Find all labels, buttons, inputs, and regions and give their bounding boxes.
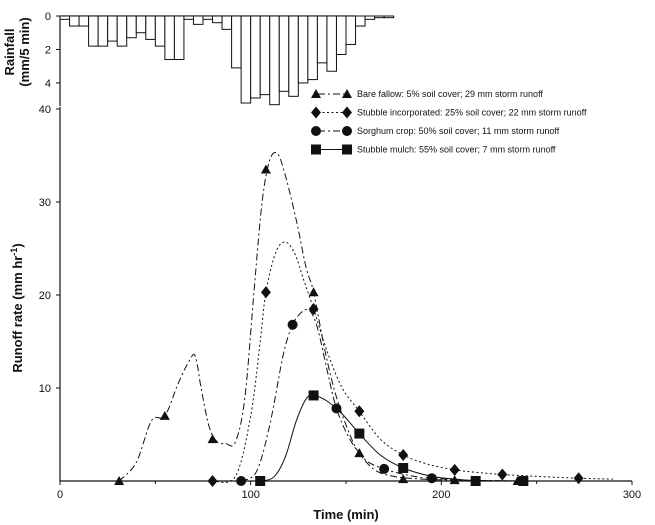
rainfall-bar <box>288 15 299 97</box>
data-point <box>398 448 409 461</box>
data-point <box>518 476 529 486</box>
data-point <box>354 428 365 439</box>
data-point <box>449 463 460 476</box>
rainfall-bar <box>307 15 318 81</box>
rainfall-bar <box>355 15 366 27</box>
rainfall-bar <box>364 15 376 20</box>
rainfall-bar <box>154 15 166 47</box>
series-line <box>118 152 518 482</box>
data-point <box>308 287 319 297</box>
data-point <box>398 474 409 484</box>
rainfall-bar <box>259 15 271 96</box>
rainfall-bar <box>88 15 99 47</box>
legend-marker <box>311 106 321 119</box>
rainfall-bar <box>316 15 328 64</box>
rainfall-bar <box>383 15 395 19</box>
legend-label: Bare fallow: 5% soil cover; 29 mm storm … <box>357 89 543 99</box>
y-tick-label: 10 <box>39 383 51 395</box>
rainfall-tick-label: 0 <box>45 11 51 23</box>
rainfall-bar <box>278 15 290 92</box>
series-line <box>212 241 613 483</box>
data-point <box>308 390 319 401</box>
x-tick-label: 200 <box>432 489 450 501</box>
legend-marker <box>311 144 321 155</box>
data-point <box>573 472 584 485</box>
rainfall-bar <box>145 15 156 40</box>
data-point <box>398 462 409 473</box>
y-axis-title: Runoff rate (mm hr-1) <box>9 243 25 372</box>
legend-marker <box>311 126 321 136</box>
legend-label: Stubble incorporated: 25% soil cover; 22… <box>357 108 587 118</box>
data-point <box>354 448 365 458</box>
rainfall-bar <box>135 15 147 34</box>
legend-marker <box>342 144 352 155</box>
series-line <box>240 308 524 482</box>
data-point <box>260 164 271 174</box>
runoff-panel: 10 20 30 40 0 100 200 300 Time (min) Runoff rate … <box>9 104 641 522</box>
rainfall-bar <box>202 15 214 20</box>
series-circle <box>236 308 529 486</box>
rainfall-tick-label: 2 <box>45 44 51 56</box>
data-point <box>114 476 125 485</box>
y-tick-label: 40 <box>39 104 51 116</box>
rainfall-bar <box>269 15 280 106</box>
legend: Bare fallow: 5% soil cover; 29 mm storm … <box>311 89 587 155</box>
data-point <box>207 475 218 487</box>
legend-marker <box>342 89 352 98</box>
series-diamond <box>207 241 613 487</box>
rainfall-bar <box>335 15 347 55</box>
rainfall-panel: 0 2 4 Rainfall(mm/5 min) <box>2 11 395 106</box>
rainfall-bar <box>183 15 194 20</box>
legend-marker <box>342 106 352 119</box>
x-tick-label: 100 <box>241 489 259 501</box>
rainfall-bar <box>297 15 309 84</box>
series-triangle <box>114 152 523 485</box>
rainfall-bar <box>69 15 80 27</box>
x-tick-label: 0 <box>57 489 63 501</box>
rainfall-bar <box>221 15 233 30</box>
legend-label: Stubble mulch: 55% soil cover; 7 mm stor… <box>357 145 556 155</box>
rainfall-bar <box>345 15 357 45</box>
data-point <box>255 476 266 486</box>
y-tick-label: 20 <box>39 290 51 302</box>
x-axis-title: Time (min) <box>313 507 379 522</box>
rainfall-axis-title: Rainfall(mm/5 min) <box>2 17 32 86</box>
rainfall-bar <box>212 15 223 24</box>
series-square <box>255 390 575 486</box>
rainfall-bar <box>97 15 109 47</box>
data-point <box>354 405 365 418</box>
rainfall-bar <box>78 15 90 27</box>
data-point <box>260 286 271 299</box>
legend-marker <box>342 126 352 136</box>
data-point <box>159 410 170 420</box>
series-line <box>260 394 575 482</box>
rainfall-bar <box>173 15 185 61</box>
rainfall-tick-label: 4 <box>45 78 51 90</box>
rainfall-bar <box>59 15 71 20</box>
legend-marker <box>311 89 321 98</box>
data-point <box>207 434 218 444</box>
rainfall-bar <box>250 15 261 99</box>
y-tick-label: 30 <box>39 197 51 209</box>
rainfall-bar <box>374 15 385 19</box>
rainfall-bar <box>192 15 204 25</box>
rainfall-bar <box>240 15 252 104</box>
data-point <box>287 319 298 330</box>
data-point <box>308 302 319 315</box>
data-point <box>426 473 437 484</box>
x-tick-label: 300 <box>623 489 641 501</box>
rainfall-bar <box>116 15 128 47</box>
data-point <box>470 476 481 486</box>
rainfall-bar <box>326 15 337 72</box>
rainfall-bar <box>164 15 175 61</box>
rainfall-bar <box>107 15 118 42</box>
rainfall-bar <box>126 15 137 39</box>
rainfall-bar <box>231 15 242 69</box>
data-point <box>236 476 247 486</box>
data-point <box>379 463 390 474</box>
legend-label: Sorghum crop: 50% soil cover; 11 mm stor… <box>357 126 560 136</box>
data-point <box>497 468 508 481</box>
